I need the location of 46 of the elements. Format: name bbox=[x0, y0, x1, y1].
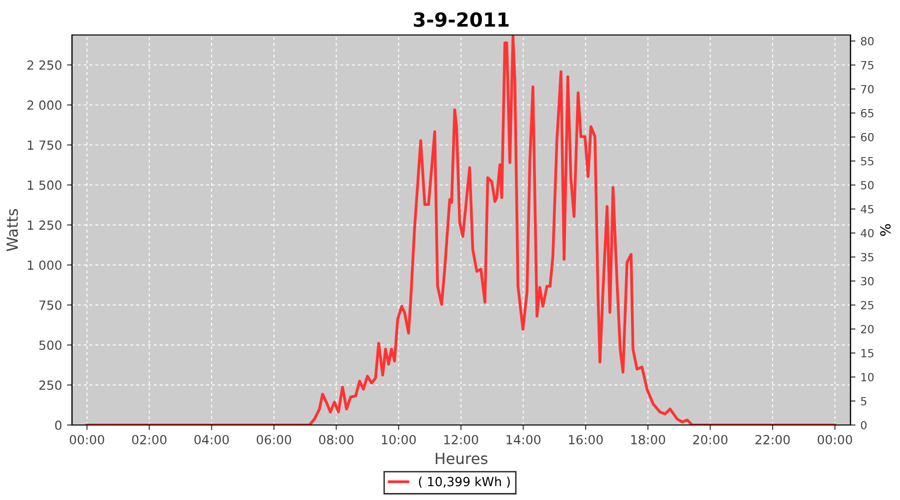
y-tick-label: 250 bbox=[39, 380, 62, 390]
y-tick-label: 2 250 bbox=[27, 60, 62, 70]
y2-tick-label: 50 bbox=[861, 180, 874, 190]
x-tick-label: 00:00 bbox=[818, 434, 852, 444]
y2-tick-label: 75 bbox=[861, 61, 874, 70]
chart-title: 3-9-2011 bbox=[414, 12, 509, 27]
y2-tick-label: 45 bbox=[860, 205, 874, 214]
y-tick-label: 0 bbox=[55, 420, 62, 430]
legend-label: ( 10,399 kWh ) bbox=[418, 476, 510, 488]
y-tick-label: 1 500 bbox=[28, 180, 62, 190]
y2-tick-label: 10 bbox=[861, 372, 874, 382]
y2-tick-label: 40 bbox=[860, 228, 874, 238]
y-tick-label: 1 000 bbox=[28, 260, 62, 270]
y2-tick-label: 80 bbox=[860, 36, 874, 46]
x-tick-label: 16:00 bbox=[568, 434, 603, 444]
x-tick-label: 08:00 bbox=[319, 434, 354, 444]
x-tick-label: 14:00 bbox=[506, 434, 540, 444]
x-tick-label: 22:00 bbox=[755, 434, 790, 444]
y2-tick-label: 0 bbox=[860, 420, 867, 430]
x-tick-label: 06:00 bbox=[256, 434, 292, 444]
y2-tick-label: 30 bbox=[861, 276, 874, 286]
x-tick-label: 04:00 bbox=[194, 434, 229, 444]
y2-tick-label: 25 bbox=[861, 300, 874, 310]
y2-tick-label: 5 bbox=[861, 397, 866, 406]
y2-tick-label: 20 bbox=[861, 324, 874, 334]
y2-axis-title: % bbox=[880, 224, 891, 236]
y2-tick-label: 70 bbox=[861, 84, 874, 94]
x-tick-label: 20:00 bbox=[693, 434, 728, 444]
y2-tick-label: 15 bbox=[861, 349, 874, 358]
line-series bbox=[86, 35, 836, 425]
x-axis-title: Heures bbox=[436, 452, 488, 464]
y-tick-label: 1 250 bbox=[28, 220, 62, 230]
y-tick-label: 750 bbox=[39, 300, 62, 310]
x-tick-label: 12:00 bbox=[444, 434, 478, 444]
y-tick-label: 500 bbox=[39, 340, 62, 350]
x-tick-label: 18:00 bbox=[631, 434, 666, 444]
y2-tick-label: 35 bbox=[861, 252, 874, 262]
y2-tick-label: 55 bbox=[861, 157, 874, 166]
y-tick-label: 1 750 bbox=[28, 140, 62, 150]
y2-tick-label: 65 bbox=[861, 108, 874, 118]
x-tick-label: 02:00 bbox=[132, 434, 166, 444]
y2-tick-label: 60 bbox=[861, 132, 874, 142]
x-tick-label: 00:00 bbox=[70, 434, 104, 444]
y-axis-title: Watts bbox=[6, 209, 18, 252]
y-tick-label: 2 000 bbox=[27, 100, 62, 110]
x-tick-label: 10:00 bbox=[382, 434, 416, 444]
